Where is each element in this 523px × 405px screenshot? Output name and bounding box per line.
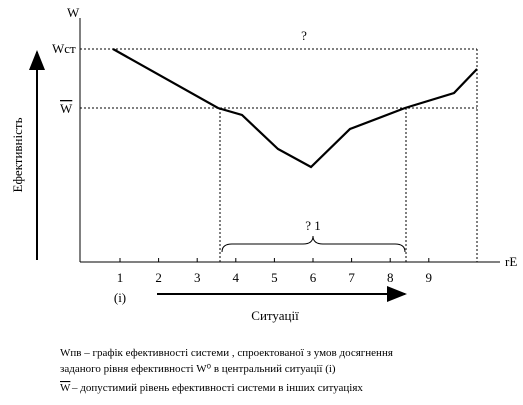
top-gap: ? <box>301 28 307 43</box>
caption-line: заданого рівня ефективності W⁰ в централ… <box>60 363 336 375</box>
caption-line: – допустимий рівень ефективності системи… <box>71 382 363 394</box>
w-top-label: Wст <box>52 41 76 56</box>
x-tick-label: 2 <box>155 270 162 285</box>
x-tick-label: 6 <box>310 270 317 285</box>
x-ticks: 1 2 3 4 5 6 7 8 9 <box>117 258 432 285</box>
axes <box>79 18 500 263</box>
x-axis-label: rE <box>505 254 517 269</box>
x-tick-label: 9 <box>426 270 433 285</box>
vertical-title: Ефективність <box>10 117 25 192</box>
guides <box>80 48 478 262</box>
y-axis-label: W <box>67 5 80 20</box>
x-tick-label: 8 <box>387 270 394 285</box>
x-tick-label: 5 <box>271 270 278 285</box>
w-bar-label: W <box>60 101 73 116</box>
x-tick-label: 1 <box>117 270 124 285</box>
caption-symbol: W <box>60 382 71 394</box>
x-tick-label: 3 <box>194 270 201 285</box>
caption-line: Wпв – графік ефективності системи , спро… <box>60 347 393 359</box>
horizontal-title: Ситуації <box>251 308 299 323</box>
efficiency-curve <box>112 48 478 169</box>
x-tick-label: 4 <box>233 270 240 285</box>
center-note: (i) <box>114 290 126 305</box>
brace <box>221 235 406 253</box>
x-tick-label: 7 <box>348 270 355 285</box>
range-gap: ? 1 <box>305 218 321 233</box>
